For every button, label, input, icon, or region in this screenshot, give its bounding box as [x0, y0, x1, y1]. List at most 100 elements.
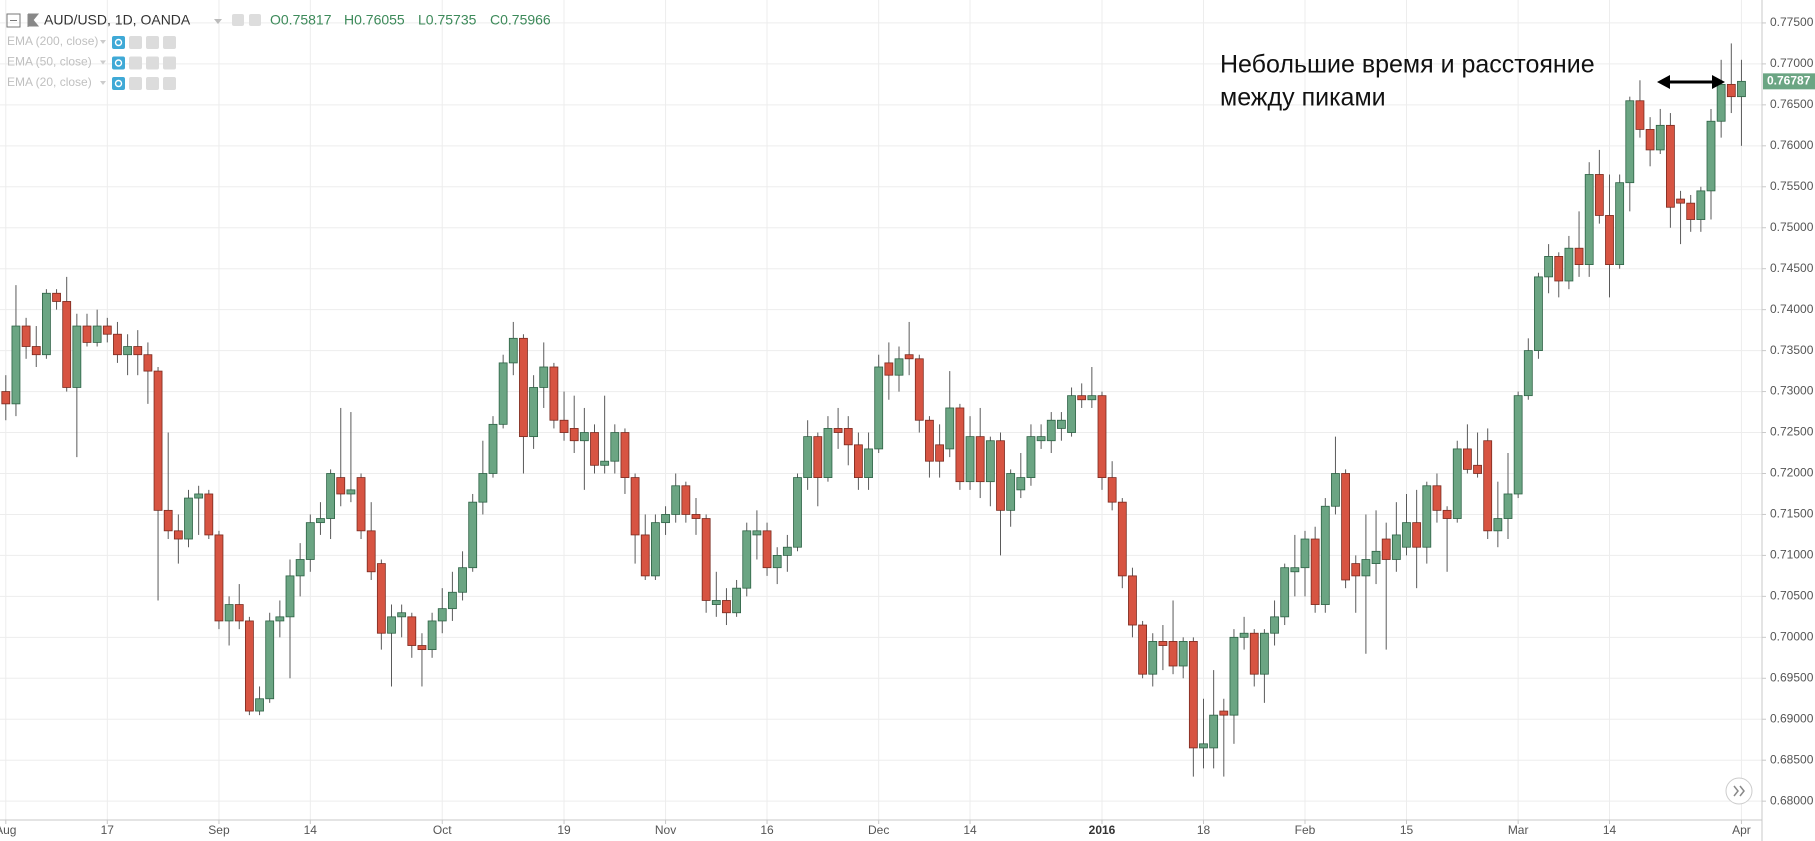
candle-body: [508, 337, 518, 364]
y-tick-label: 0.74500: [1770, 261, 1814, 275]
candle-body: [214, 534, 224, 622]
candle-body: [1280, 567, 1290, 618]
candle-body: [833, 428, 843, 433]
candle-body: [427, 620, 437, 651]
candle-body: [1666, 124, 1675, 208]
annotation-line: между пиками: [1220, 84, 1386, 112]
candle-body: [661, 514, 670, 524]
candle-body: [1686, 202, 1696, 220]
candle-body: [102, 325, 112, 335]
candle-body: [914, 358, 924, 421]
candle-body: [458, 567, 467, 593]
y-tick-label: 0.74000: [1770, 302, 1814, 316]
candle-body: [1676, 198, 1685, 204]
indicator-remove-button[interactable]: [163, 36, 176, 49]
candle-body: [42, 292, 51, 356]
candle-body: [752, 530, 762, 536]
indicator-add-button[interactable]: [146, 77, 159, 90]
candle-body: [153, 370, 163, 511]
x-tick-label: 18: [1197, 823, 1211, 837]
candle-body: [1554, 256, 1564, 282]
candle-body: [1463, 448, 1472, 470]
collapse-button[interactable]: [6, 13, 21, 28]
y-tick-label: 0.76500: [1770, 97, 1814, 111]
candle-body: [1199, 743, 1208, 749]
high-value: H0.76055: [344, 12, 405, 28]
candle-body: [11, 325, 21, 405]
candle-body: [397, 612, 407, 618]
candle-body: [945, 407, 955, 450]
candle-body: [1107, 477, 1117, 503]
candle-body: [935, 444, 944, 462]
indicator-visibility-button[interactable]: [112, 77, 125, 90]
y-tick-label: 0.75000: [1770, 220, 1814, 234]
candle-body: [1564, 247, 1574, 282]
candle-body: [173, 530, 183, 540]
y-tick-label: 0.76000: [1770, 138, 1814, 152]
candle-body: [549, 366, 559, 421]
candle-body: [72, 325, 82, 388]
eye-icon[interactable]: [232, 14, 244, 26]
x-tick-label: 2016: [1089, 823, 1116, 837]
candle-body: [1371, 550, 1381, 564]
candle-body: [1209, 714, 1219, 749]
indicator-visibility-button[interactable]: [112, 36, 125, 49]
candle-body: [529, 387, 538, 438]
indicator-menu-arrow[interactable]: [100, 81, 106, 85]
candle-body: [1310, 538, 1320, 605]
y-tick-label: 0.72500: [1770, 425, 1814, 439]
x-tick-label: Mar: [1508, 823, 1529, 837]
x-tick-label: Sep: [208, 823, 230, 837]
candle-body: [376, 563, 386, 634]
candle-body: [965, 436, 975, 483]
candle-body: [1402, 522, 1411, 548]
double-arrow: [1657, 75, 1725, 89]
candle-body: [1513, 395, 1523, 495]
indicator-menu-arrow[interactable]: [100, 40, 106, 44]
candle-body: [275, 616, 285, 622]
indicator-menu-arrow[interactable]: [100, 60, 106, 65]
candle-body: [1452, 448, 1462, 519]
indicator-remove-button[interactable]: [163, 77, 176, 90]
candle-body: [184, 497, 193, 540]
indicator-remove-button[interactable]: [163, 56, 176, 70]
candle-body: [620, 432, 630, 478]
indicator-settings-button[interactable]: [129, 36, 142, 49]
indicator-visibility-button[interactable]: [112, 56, 125, 70]
indicator-settings-button[interactable]: [129, 77, 142, 90]
candle-body: [813, 436, 823, 478]
candle-body: [1077, 395, 1087, 401]
candle-body: [793, 477, 802, 548]
candle-body: [1188, 641, 1198, 749]
settings-icon[interactable]: [249, 14, 261, 26]
candle-body: [326, 473, 336, 519]
y-tick-label: 0.70000: [1770, 629, 1814, 643]
candle-body: [1046, 419, 1056, 442]
candle-body: [1473, 464, 1482, 474]
y-tick-label: 0.73500: [1770, 343, 1814, 357]
candle-body: [996, 440, 1005, 511]
candle-body: [1635, 100, 1645, 130]
candle-body: [1, 391, 11, 405]
candle-body: [336, 477, 346, 495]
candle-body: [1737, 80, 1746, 98]
candle-body: [417, 645, 427, 651]
candle-body: [955, 407, 965, 483]
candle-body: [1036, 436, 1046, 442]
y-tick-label: 0.69500: [1770, 670, 1814, 684]
candle-body: [1026, 436, 1036, 478]
scroll-to-end-button[interactable]: [1725, 777, 1753, 805]
candle-body: [1006, 473, 1016, 511]
y-tick-label: 0.77000: [1770, 56, 1814, 70]
indicator-add-button[interactable]: [146, 56, 159, 70]
indicator-add-button[interactable]: [146, 36, 159, 49]
candle-body: [1442, 509, 1452, 519]
candle-body: [691, 514, 701, 519]
indicator-settings-button[interactable]: [129, 56, 142, 70]
menu-arrow[interactable]: [214, 19, 222, 24]
candle-body: [823, 428, 833, 478]
candle-body: [194, 493, 204, 499]
x-tick-label: 16: [760, 823, 774, 837]
symbol-flag: [27, 13, 40, 27]
